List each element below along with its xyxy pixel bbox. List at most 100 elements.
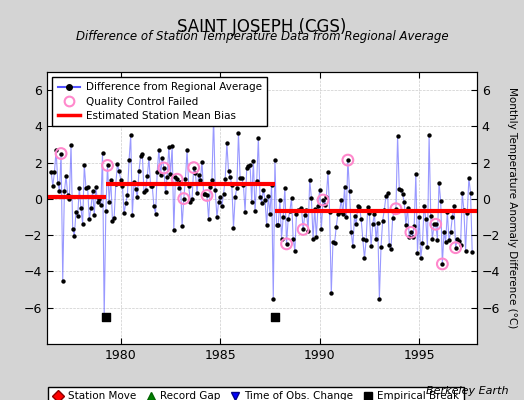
Point bbox=[102, 314, 110, 320]
Point bbox=[113, 161, 122, 167]
Point bbox=[410, 222, 418, 229]
Point bbox=[276, 197, 284, 203]
Point bbox=[210, 114, 218, 120]
Point bbox=[241, 209, 249, 215]
Point bbox=[362, 237, 370, 243]
Point bbox=[264, 193, 272, 199]
Point bbox=[347, 228, 355, 235]
Point bbox=[123, 192, 132, 199]
Legend: Station Move, Record Gap, Time of Obs. Change, Empirical Break: Station Move, Record Gap, Time of Obs. C… bbox=[48, 387, 464, 400]
Point bbox=[186, 198, 194, 205]
Text: SAINT JOSEPH (CGS): SAINT JOSEPH (CGS) bbox=[177, 18, 347, 36]
Point bbox=[460, 207, 468, 213]
Point bbox=[291, 248, 299, 254]
Point bbox=[345, 188, 354, 195]
Point bbox=[122, 200, 130, 206]
Point bbox=[92, 184, 100, 190]
Point bbox=[256, 194, 264, 200]
Point bbox=[442, 239, 450, 245]
Point bbox=[120, 210, 128, 216]
Point bbox=[72, 209, 80, 215]
Point bbox=[297, 204, 305, 211]
Point bbox=[161, 189, 170, 196]
Point bbox=[329, 239, 337, 245]
Point bbox=[355, 204, 364, 210]
Point bbox=[206, 184, 214, 190]
Point bbox=[403, 204, 412, 211]
Point bbox=[249, 157, 258, 164]
Point bbox=[344, 157, 352, 163]
Text: Berkeley Earth: Berkeley Earth bbox=[426, 386, 508, 396]
Point bbox=[352, 221, 361, 228]
Point bbox=[160, 165, 168, 171]
Point bbox=[80, 162, 89, 169]
Point bbox=[374, 220, 382, 226]
Point bbox=[448, 214, 456, 220]
Point bbox=[299, 226, 307, 233]
Point bbox=[380, 206, 388, 213]
Point bbox=[294, 206, 302, 213]
Point bbox=[357, 216, 365, 222]
Point bbox=[244, 163, 253, 169]
Point bbox=[257, 200, 266, 206]
Point bbox=[335, 209, 344, 215]
Point bbox=[358, 236, 367, 242]
Point bbox=[254, 135, 263, 142]
Point bbox=[128, 212, 137, 218]
Point bbox=[387, 246, 395, 252]
Point bbox=[83, 184, 92, 190]
Point bbox=[339, 211, 347, 218]
Point bbox=[331, 239, 339, 246]
Point bbox=[432, 221, 440, 228]
Point bbox=[365, 210, 374, 216]
Point bbox=[141, 187, 150, 193]
Point bbox=[125, 157, 133, 164]
Point bbox=[395, 186, 403, 192]
Point bbox=[110, 215, 118, 221]
Point bbox=[337, 196, 345, 203]
Point bbox=[390, 207, 398, 214]
Point bbox=[302, 207, 311, 214]
Point bbox=[223, 140, 231, 146]
Point bbox=[327, 290, 335, 296]
Point bbox=[62, 173, 70, 180]
Point bbox=[190, 164, 198, 171]
Point bbox=[85, 216, 93, 222]
Point bbox=[319, 197, 327, 203]
Point bbox=[60, 188, 69, 194]
Point bbox=[132, 186, 140, 192]
Point bbox=[468, 249, 476, 256]
Point bbox=[201, 191, 210, 197]
Point bbox=[211, 187, 220, 193]
Point bbox=[69, 226, 77, 232]
Point bbox=[332, 224, 341, 230]
Point bbox=[181, 176, 190, 182]
Point bbox=[170, 227, 178, 234]
Point bbox=[191, 170, 200, 176]
Point bbox=[198, 159, 206, 165]
Point bbox=[224, 168, 233, 175]
Point bbox=[50, 169, 59, 176]
Point bbox=[116, 176, 125, 183]
Point bbox=[321, 202, 329, 208]
Point bbox=[217, 203, 226, 209]
Point bbox=[145, 155, 153, 162]
Point bbox=[108, 218, 117, 224]
Point bbox=[392, 206, 400, 212]
Point bbox=[253, 178, 261, 184]
Point bbox=[153, 168, 161, 175]
Point bbox=[138, 151, 147, 157]
Point bbox=[221, 176, 230, 182]
Point bbox=[344, 157, 352, 163]
Point bbox=[103, 162, 112, 168]
Point bbox=[180, 195, 188, 202]
Point bbox=[361, 255, 369, 262]
Point bbox=[407, 229, 415, 236]
Point bbox=[126, 132, 135, 139]
Point bbox=[315, 186, 324, 193]
Point bbox=[49, 182, 57, 189]
Point bbox=[299, 226, 307, 233]
Point bbox=[282, 241, 291, 247]
Point bbox=[377, 244, 385, 250]
Point bbox=[267, 182, 276, 188]
